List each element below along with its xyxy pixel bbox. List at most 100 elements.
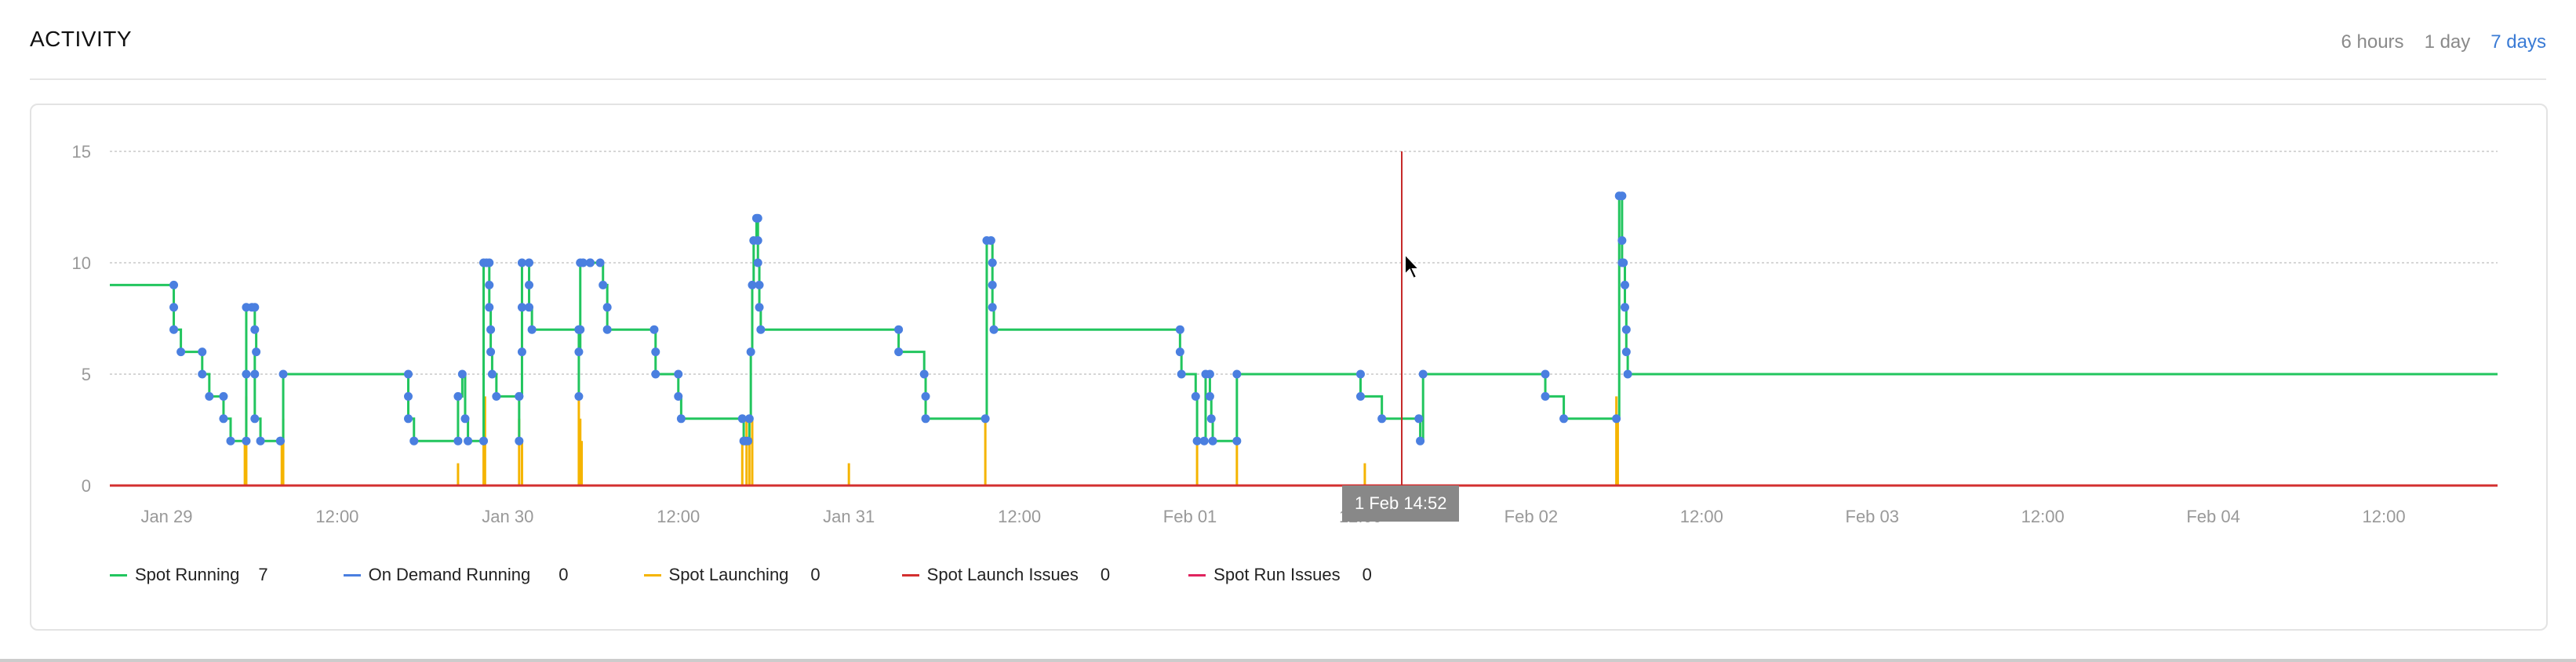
data-point	[198, 347, 207, 357]
data-point	[219, 414, 228, 424]
data-point	[576, 325, 585, 334]
data-point	[894, 347, 904, 357]
data-point	[485, 258, 494, 267]
data-point	[515, 391, 524, 401]
range-7-days[interactable]: 7 days	[2490, 31, 2546, 53]
data-point	[602, 303, 612, 312]
legend-item-on-demand-running[interactable]: On Demand Running 0	[343, 565, 569, 585]
x-tick-label: Feb 04	[2186, 507, 2240, 526]
data-point	[517, 303, 526, 312]
data-point	[278, 369, 288, 379]
y-tick-label: 0	[82, 476, 91, 496]
data-point	[674, 369, 683, 379]
data-point	[226, 436, 235, 446]
page-title: ACTIVITY	[30, 27, 133, 51]
x-tick-label: 12:00	[2363, 507, 2406, 526]
data-point	[1612, 414, 1621, 424]
data-point	[250, 325, 260, 334]
data-point	[674, 391, 683, 401]
data-point	[1192, 436, 1202, 446]
data-point	[919, 369, 929, 379]
data-point	[1617, 191, 1627, 201]
legend-item-spot-launching[interactable]: Spot Launching 0	[643, 565, 820, 585]
data-point	[515, 436, 524, 446]
data-point	[1175, 347, 1184, 357]
x-tick-label: Jan 30	[482, 507, 533, 526]
data-point	[1620, 303, 1629, 312]
data-point	[1559, 414, 1569, 424]
data-point	[748, 280, 757, 289]
data-point	[176, 347, 186, 357]
data-point	[404, 369, 413, 379]
data-point	[989, 325, 999, 334]
time-range-selector: 6 hours 1 day 7 days	[2341, 31, 2547, 53]
data-point	[574, 391, 584, 401]
data-point	[486, 347, 496, 357]
data-point	[1617, 236, 1627, 246]
data-point	[1191, 391, 1200, 401]
x-tick-label: 12:00	[998, 507, 1041, 526]
mouse-cursor-icon	[1404, 253, 1421, 280]
y-tick-label: 15	[72, 142, 91, 162]
data-point	[649, 325, 659, 334]
data-point	[198, 369, 207, 379]
data-point	[1232, 369, 1242, 379]
data-point	[651, 347, 660, 357]
x-tick-label: Jan 29	[140, 507, 192, 526]
activity-header: ACTIVITY 6 hours 1 day 7 days	[30, 0, 2546, 80]
data-point	[256, 436, 265, 446]
legend-item-spot-launch-issues[interactable]: Spot Launch Issues 0	[901, 565, 1110, 585]
data-point	[219, 391, 228, 401]
data-point	[986, 236, 995, 246]
data-point	[981, 414, 990, 424]
data-point	[517, 258, 526, 267]
data-point	[1414, 414, 1424, 424]
data-point	[1619, 258, 1628, 267]
data-point	[525, 303, 534, 312]
data-point	[486, 325, 496, 334]
data-point	[1416, 436, 1425, 446]
data-point	[988, 303, 997, 312]
data-point	[252, 347, 261, 357]
data-point	[755, 280, 764, 289]
y-tick-label: 10	[72, 253, 91, 273]
data-point	[479, 436, 489, 446]
data-point	[527, 325, 537, 334]
data-point	[525, 280, 534, 289]
range-6-hours[interactable]: 6 hours	[2341, 31, 2404, 53]
legend-item-spot-running[interactable]: Spot Running 7	[110, 565, 268, 585]
x-tick-label: Feb 01	[1163, 507, 1217, 526]
data-point	[585, 258, 595, 267]
legend-swatch-icon	[643, 573, 661, 577]
data-point	[169, 325, 179, 334]
data-point	[404, 414, 413, 424]
x-tick-label: 12:00	[315, 507, 358, 526]
data-point	[250, 369, 260, 379]
data-point	[737, 414, 747, 424]
data-point	[894, 325, 904, 334]
spot-running-line	[110, 195, 2498, 442]
data-point	[988, 258, 997, 267]
data-point	[1175, 325, 1184, 334]
data-point	[409, 436, 419, 446]
data-point	[464, 436, 473, 446]
data-point	[746, 347, 755, 357]
legend-item-spot-run-issues[interactable]: Spot Run Issues 0	[1188, 565, 1372, 585]
data-point	[753, 213, 762, 223]
range-1-day[interactable]: 1 day	[2424, 31, 2471, 53]
legend-swatch-icon	[1188, 573, 1206, 577]
data-point	[453, 436, 463, 446]
data-point	[1621, 347, 1631, 357]
x-tick-label: 12:00	[1680, 507, 1723, 526]
data-point	[485, 303, 494, 312]
data-point	[169, 280, 179, 289]
x-tick-label: 12:00	[657, 507, 700, 526]
data-point	[1541, 391, 1550, 401]
activity-chart-card	[30, 104, 2548, 631]
data-point	[1205, 369, 1214, 379]
data-point	[744, 414, 754, 424]
data-point	[595, 258, 605, 267]
data-point	[1377, 414, 1387, 424]
data-point	[599, 280, 608, 289]
